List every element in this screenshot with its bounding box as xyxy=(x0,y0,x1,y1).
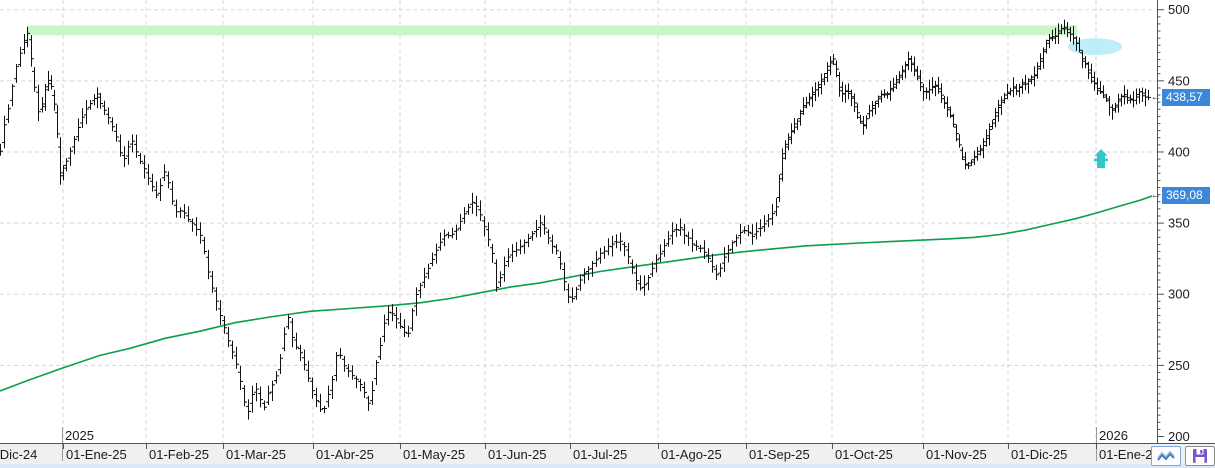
last-price-value: 438,57 xyxy=(1162,88,1210,106)
moving-average-badge: ← 369,08 xyxy=(1150,187,1210,205)
y-axis-label: 500 xyxy=(1168,2,1190,17)
x-axis-label: 01-Dic-24 xyxy=(0,447,37,462)
x-axis-label: 01-Ene-25 xyxy=(66,447,127,462)
highlight-ellipse-annotation[interactable] xyxy=(1068,38,1122,56)
x-axis-label: 01-Jul-25 xyxy=(573,447,627,462)
ohlc-bars xyxy=(0,19,1151,420)
x-axis-label: 01-Mar-25 xyxy=(226,447,286,462)
x-axis-label: 01-Oct-25 xyxy=(835,447,893,462)
plot-background xyxy=(0,0,1215,444)
last-price-badge: ← 438,57 xyxy=(1150,88,1210,106)
x-axis-strip xyxy=(0,444,1215,464)
year-label: 2025 xyxy=(65,428,94,443)
x-axis-label: 01-Nov-25 xyxy=(926,447,987,462)
year-label: 2026 xyxy=(1099,428,1128,443)
y-axis-label: 200 xyxy=(1168,429,1190,444)
x-axis-label: 01-May-25 xyxy=(403,447,465,462)
floppy-disk-icon xyxy=(1193,449,1207,463)
moving-average-value: 369,08 xyxy=(1162,187,1210,205)
moving-average-line xyxy=(0,195,1153,392)
up-arrow-annotation[interactable] xyxy=(1094,149,1108,169)
x-axis-label: 01-Ene-26 xyxy=(1099,447,1160,462)
y-axis-label: 250 xyxy=(1168,358,1190,373)
window-bottom-edge xyxy=(0,464,1215,468)
x-axis-label: 01-Feb-25 xyxy=(149,447,209,462)
y-axis-label: 350 xyxy=(1168,216,1190,231)
plot-area xyxy=(0,0,1157,443)
x-axis-label: 01-Dic-25 xyxy=(1011,447,1067,462)
x-axis-label: 01-Ago-25 xyxy=(661,447,722,462)
left-arrow-icon: ← xyxy=(1150,189,1162,202)
y-axis-label: 400 xyxy=(1168,144,1190,159)
indicators-button[interactable] xyxy=(1151,446,1181,466)
x-axis-label: 01-Abr-25 xyxy=(316,447,374,462)
left-arrow-icon: ← xyxy=(1150,90,1162,103)
y-axis-label: 300 xyxy=(1168,287,1190,302)
zigzag-lines-icon xyxy=(1157,450,1175,461)
save-button[interactable] xyxy=(1185,446,1215,466)
x-axis-label: 01-Sep-25 xyxy=(749,447,810,462)
resistance-band-annotation[interactable] xyxy=(27,25,1077,36)
y-axis-label: 450 xyxy=(1168,73,1190,88)
x-axis-label: 01-Jun-25 xyxy=(488,447,547,462)
